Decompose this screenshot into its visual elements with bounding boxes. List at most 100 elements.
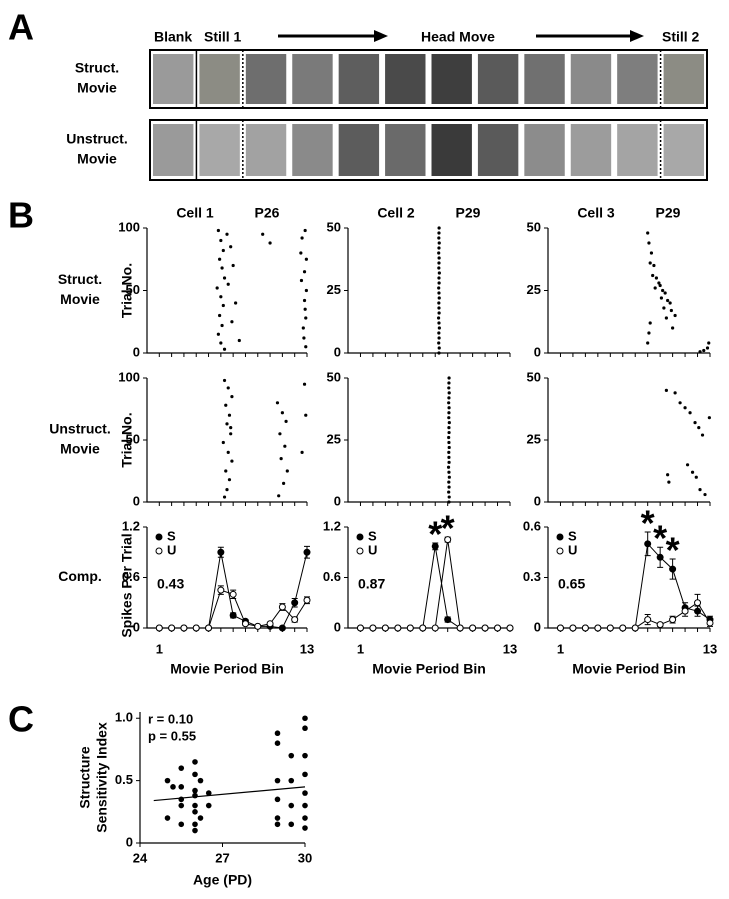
spike bbox=[437, 341, 441, 345]
scatter-point bbox=[178, 802, 185, 809]
series-marker bbox=[278, 624, 286, 632]
scatter-point bbox=[302, 771, 308, 778]
movie-frame bbox=[199, 54, 240, 104]
spike bbox=[662, 306, 666, 310]
header-label: Still 2 bbox=[662, 29, 700, 45]
series-marker bbox=[444, 536, 452, 544]
series-marker bbox=[278, 603, 286, 611]
series-marker bbox=[431, 542, 439, 550]
spike bbox=[447, 480, 451, 484]
scatter-point bbox=[288, 752, 295, 759]
spike bbox=[436, 316, 441, 320]
legend-label: U bbox=[167, 542, 176, 557]
spike bbox=[688, 411, 692, 415]
scatter-point bbox=[164, 777, 171, 784]
series-marker bbox=[381, 624, 389, 632]
x-tick-label: 13 bbox=[300, 641, 314, 656]
spike bbox=[666, 473, 670, 477]
series-marker bbox=[569, 624, 577, 632]
scatter-point bbox=[274, 796, 281, 803]
series-marker bbox=[581, 624, 589, 632]
series-marker bbox=[556, 624, 564, 632]
spike bbox=[437, 296, 441, 300]
spike bbox=[302, 298, 307, 303]
spike bbox=[229, 245, 233, 249]
scatter-point bbox=[192, 802, 198, 809]
series-marker bbox=[669, 565, 677, 573]
legend-marker bbox=[155, 533, 163, 541]
scatter-point bbox=[192, 792, 198, 799]
x-tick-label: 13 bbox=[503, 641, 517, 656]
spike bbox=[678, 401, 682, 405]
scatter-point bbox=[205, 802, 212, 809]
spike bbox=[437, 291, 441, 295]
y-tick-label: 25 bbox=[527, 431, 541, 446]
spike bbox=[446, 465, 451, 469]
movie-frame bbox=[431, 124, 472, 176]
x-tick-label: 24 bbox=[133, 850, 148, 865]
spike bbox=[447, 381, 451, 385]
y-tick-label: 0.5 bbox=[115, 772, 133, 787]
y-tick-label: 0.6 bbox=[122, 569, 140, 584]
spike bbox=[234, 301, 238, 305]
index-label: 0.87 bbox=[358, 576, 385, 592]
y-tick-label: 25 bbox=[327, 282, 341, 297]
cell-age: P26 bbox=[255, 205, 280, 221]
spike bbox=[447, 500, 451, 504]
movie-frame bbox=[617, 54, 658, 104]
scatter-point bbox=[274, 730, 281, 737]
spike bbox=[302, 336, 306, 340]
spike bbox=[229, 426, 233, 430]
y-tick-label: 0.6 bbox=[523, 518, 541, 533]
spike bbox=[437, 326, 441, 330]
spike bbox=[220, 266, 224, 270]
spike bbox=[447, 391, 451, 395]
y-tick-label: 50 bbox=[126, 431, 140, 446]
asterisk: * bbox=[428, 514, 442, 555]
spike bbox=[447, 406, 451, 410]
movie-frame bbox=[477, 54, 519, 104]
legend-label: S bbox=[368, 528, 377, 543]
scatter-point bbox=[274, 821, 281, 828]
x-tick-label: 30 bbox=[298, 850, 312, 865]
axis bbox=[347, 378, 510, 503]
spike bbox=[447, 490, 451, 494]
y-tick-label: 0 bbox=[534, 619, 541, 634]
series-marker bbox=[205, 624, 213, 632]
y-tick-label: 0 bbox=[534, 344, 541, 359]
y-tick-label: 0 bbox=[133, 619, 140, 634]
panel-label: A bbox=[8, 7, 34, 48]
y-tick-label: 50 bbox=[327, 369, 341, 384]
spike bbox=[667, 480, 671, 484]
series-marker bbox=[656, 553, 664, 561]
annotation: p = 0.55 bbox=[148, 728, 196, 743]
row-label: Comp. bbox=[58, 568, 102, 584]
spike bbox=[227, 413, 232, 417]
spike bbox=[300, 236, 304, 240]
y-tick-label: 1.2 bbox=[323, 518, 341, 533]
series-marker bbox=[469, 624, 477, 632]
spike bbox=[659, 296, 664, 300]
axis bbox=[547, 228, 710, 354]
spike bbox=[664, 316, 668, 320]
movie-frame bbox=[245, 54, 287, 104]
spike bbox=[437, 266, 441, 270]
spike bbox=[447, 435, 451, 440]
y-tick-label: 100 bbox=[118, 369, 140, 384]
panel-label: C bbox=[8, 699, 34, 740]
spike bbox=[225, 422, 229, 426]
spike bbox=[215, 286, 219, 290]
spike bbox=[302, 382, 307, 386]
spike bbox=[299, 251, 303, 255]
scatter-point bbox=[192, 771, 198, 778]
axis bbox=[347, 228, 510, 354]
y-tick-label: 50 bbox=[126, 282, 140, 297]
y-tick-label: 0.3 bbox=[523, 569, 541, 584]
series-marker bbox=[656, 621, 664, 629]
movie-frame bbox=[524, 54, 565, 104]
spike bbox=[283, 444, 287, 448]
scatter-point bbox=[197, 815, 204, 821]
spike bbox=[437, 286, 441, 290]
spike bbox=[646, 341, 650, 345]
scatter-point bbox=[178, 765, 185, 771]
